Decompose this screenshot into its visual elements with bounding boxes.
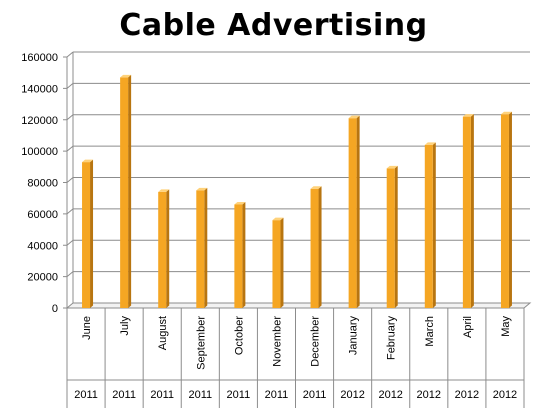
bar-side	[128, 74, 132, 308]
bar-front	[82, 162, 91, 308]
category-label: August	[157, 316, 169, 350]
bar-front	[424, 144, 433, 308]
gridline-diag	[66, 208, 74, 215]
bar-top	[310, 186, 322, 189]
bar	[462, 114, 474, 308]
bar-front	[158, 191, 167, 308]
bar-side	[90, 159, 94, 308]
bar-top	[500, 111, 512, 115]
bar-side	[394, 165, 398, 308]
bar	[500, 111, 512, 309]
category-label: June	[81, 316, 93, 340]
bar-side	[432, 142, 436, 308]
y-tick-label: 120000	[21, 115, 58, 127]
gridlines	[66, 51, 530, 278]
bar	[158, 189, 170, 308]
bar-side	[318, 186, 322, 308]
bar	[234, 201, 246, 308]
chart-title: Cable Advertising	[119, 8, 428, 43]
bar-front	[234, 204, 243, 308]
axes	[63, 52, 532, 408]
bar-side	[470, 114, 474, 308]
year-label: 2011	[188, 389, 212, 401]
x-axis-year-labels: 2011 2011 2011 2011 2011 2011 2011 2012 2012 2012…	[74, 389, 517, 401]
gridline-diag	[66, 239, 74, 246]
year-label: 2011	[227, 389, 251, 401]
gridline-diag	[66, 114, 74, 121]
bar-top	[348, 115, 360, 119]
category-label: February	[386, 316, 398, 361]
year-label: 2012	[378, 389, 402, 401]
x-axis-category-labels: June July August September October November De…	[81, 316, 512, 370]
y-tick-label: 40000	[27, 240, 58, 252]
bar-side	[204, 187, 208, 308]
bar-top	[120, 74, 132, 78]
year-label: 2012	[340, 389, 364, 401]
year-label: 2011	[150, 389, 174, 401]
gridline-diag	[66, 51, 74, 58]
bar-front	[196, 190, 205, 308]
gridline-diag	[66, 82, 74, 89]
y-tick-label: 160000	[21, 52, 58, 64]
bar-side	[280, 217, 284, 308]
category-label: May	[500, 316, 512, 337]
bar	[348, 115, 360, 309]
bar-front	[272, 220, 281, 308]
bar	[386, 165, 398, 308]
category-label: March	[424, 316, 436, 347]
y-tick-label: 80000	[27, 178, 58, 190]
category-label: April	[462, 316, 474, 338]
category-label: January	[348, 316, 360, 356]
year-label: 2012	[455, 389, 479, 401]
bar-top	[424, 142, 436, 145]
y-tick-label: 140000	[21, 83, 58, 95]
year-label: 2012	[493, 389, 517, 401]
bar-top	[462, 114, 474, 117]
bar-front	[386, 168, 395, 308]
gridline-diag	[66, 271, 74, 278]
y-tick-label: 20000	[27, 272, 58, 284]
year-label: 2012	[417, 389, 441, 401]
bar	[82, 159, 94, 308]
bar-front	[120, 77, 129, 308]
bars	[82, 74, 512, 309]
bar-top	[158, 189, 170, 192]
category-label: December	[310, 316, 322, 367]
gridline-diag	[66, 177, 74, 183]
year-label: 2011	[303, 389, 327, 401]
y-tick-label: 0	[52, 303, 58, 315]
bar	[196, 187, 208, 308]
category-label: November	[271, 316, 283, 367]
bar	[310, 186, 322, 308]
bar-front	[310, 188, 319, 308]
category-label: July	[119, 316, 131, 336]
bar-front	[462, 116, 471, 308]
category-label: October	[233, 316, 245, 355]
floor	[65, 302, 532, 309]
year-label: 2011	[265, 389, 289, 401]
bar-front	[348, 118, 357, 309]
bar	[272, 217, 284, 308]
y-tick-label: 60000	[27, 209, 58, 221]
bar-top	[234, 201, 246, 205]
year-label: 2011	[74, 389, 98, 401]
bar-top	[196, 187, 208, 191]
bar-side	[242, 201, 246, 308]
bar-side	[166, 189, 170, 308]
year-label: 2011	[112, 389, 136, 401]
bar	[424, 142, 436, 308]
bar-side	[508, 111, 512, 309]
category-label: September	[195, 316, 207, 370]
y-tick-label: 100000	[21, 146, 58, 158]
bar-top	[272, 217, 284, 221]
bar-top	[82, 159, 94, 163]
bar-top	[386, 165, 398, 169]
gridline-diag	[66, 145, 74, 152]
bar-front	[500, 114, 509, 309]
bar	[120, 74, 132, 308]
y-axis-tick-labels: 0 20000 40000 60000 80000 100000 120000 140000 1…	[21, 52, 58, 315]
bar-side	[356, 115, 360, 309]
